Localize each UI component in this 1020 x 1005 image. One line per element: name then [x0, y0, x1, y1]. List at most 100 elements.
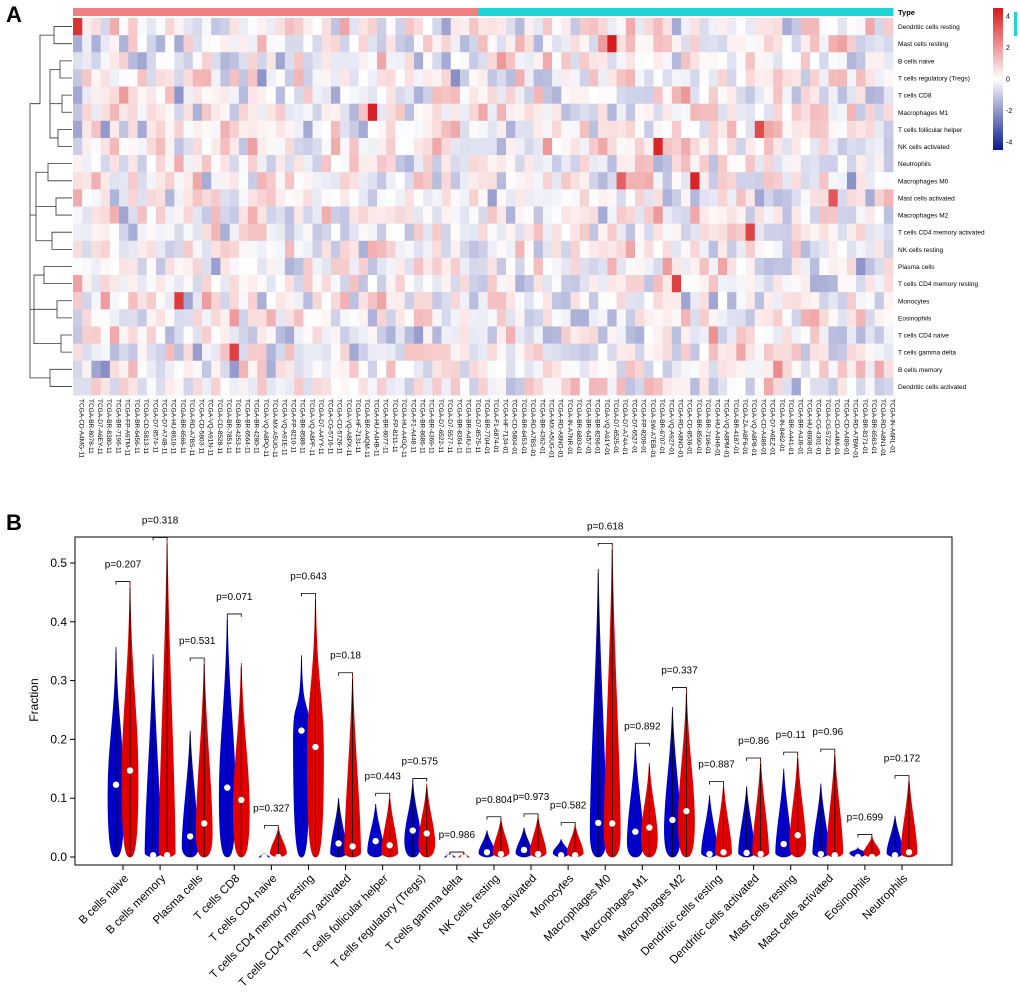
heatmap-cell [681, 86, 691, 105]
heatmap-cell [377, 223, 387, 242]
heatmap-cell [635, 206, 645, 225]
type-cell [791, 8, 802, 16]
p-value-label: p=0.531 [179, 636, 216, 647]
heatmap-cell [91, 309, 102, 327]
heatmap-cell [201, 377, 212, 396]
heatmap-cell [699, 343, 710, 362]
heatmap-cell [671, 326, 682, 344]
heatmap-cell [165, 206, 175, 225]
heatmap-column-label: TCGA-CG-5722-01 [824, 399, 831, 455]
heatmap-cell [367, 223, 378, 242]
heatmap-cell [828, 137, 839, 156]
heatmap-cell [413, 172, 424, 190]
heatmap-cell [395, 103, 406, 122]
heatmap-cell [754, 206, 765, 225]
heatmap-row-label: T cells gamma delta [898, 350, 956, 357]
heatmap-cell [846, 206, 857, 225]
median-point-group2 [163, 852, 171, 859]
heatmap-column-label: TCGA-HF-7131-11 [354, 399, 361, 454]
heatmap-cell [459, 103, 470, 122]
median-point-group1 [743, 849, 750, 857]
heatmap-cell [635, 86, 645, 105]
median-point-group2 [275, 853, 282, 861]
heatmap-cell [294, 292, 304, 310]
heatmap-cell [165, 189, 175, 207]
type-cell [312, 8, 323, 16]
heatmap-cell [238, 292, 249, 310]
heatmap-cell [146, 18, 157, 36]
heatmap-cell [165, 18, 175, 36]
heatmap-cell [174, 103, 184, 122]
heatmap-cell [736, 52, 746, 70]
type-cell [883, 8, 894, 16]
heatmap-cell [607, 275, 617, 293]
heatmap-cell [257, 86, 267, 105]
heatmap-cell [736, 137, 746, 156]
y-tick-label: 0.3 [50, 674, 67, 688]
heatmap-cell [155, 275, 166, 293]
heatmap-cell [598, 343, 608, 362]
heatmap-cell [681, 35, 691, 53]
heatmap-cell [690, 155, 700, 173]
heatmap-cell [754, 189, 765, 207]
heatmap-cell [727, 326, 737, 344]
heatmap-cell [358, 275, 369, 293]
heatmap-cell [432, 360, 442, 379]
heatmap-cell [211, 35, 221, 53]
type-cell [82, 8, 92, 16]
heatmap-cell [837, 343, 848, 362]
heatmap-cell [625, 155, 636, 173]
median-point-group1 [817, 850, 825, 858]
heatmap-column-label: TCGA-RD-A7BS-01 [529, 399, 536, 457]
heatmap-cell [478, 155, 489, 173]
heatmap-column-label: TCGA-BR-7704-01 [483, 399, 490, 455]
heatmap-cell [432, 120, 442, 139]
heatmap-cell [865, 35, 875, 53]
x-category-label: T cells CD4 naive [207, 873, 279, 945]
median-point-group1 [780, 840, 787, 848]
heatmap-cell [690, 275, 700, 293]
heatmap-cell [764, 137, 774, 156]
heatmap-cell [653, 240, 664, 259]
heatmap-cell [828, 103, 839, 122]
heatmap-cell [754, 223, 765, 242]
heatmap-row-label: Dendritic cells resting [898, 24, 960, 31]
heatmap-cell [533, 103, 544, 122]
heatmap-cell [736, 257, 746, 276]
heatmap-cell [469, 137, 479, 156]
heatmap-cell [828, 86, 839, 105]
heatmap-cell [330, 18, 341, 36]
heatmap-cell [266, 69, 277, 87]
heatmap-cell [782, 360, 793, 379]
heatmap-cell [330, 360, 341, 379]
heatmap-cell [248, 172, 258, 190]
heatmap-cell [201, 86, 212, 105]
heatmap-cell [367, 275, 378, 293]
heatmap-cell [358, 86, 369, 105]
heatmap-cell [321, 69, 332, 87]
median-point-group2 [126, 767, 134, 774]
heatmap-cell [146, 206, 157, 225]
heatmap-cell [165, 292, 175, 310]
heatmap-cell [810, 35, 820, 53]
heatmap-cell [598, 309, 608, 327]
heatmap-cell [644, 52, 654, 70]
heatmap-cell [100, 326, 111, 344]
heatmap-cell [745, 155, 756, 173]
heatmap-cell [192, 189, 203, 207]
heatmap-cell [588, 275, 599, 293]
significance-bracket [449, 851, 465, 856]
heatmap-cell [561, 292, 571, 310]
heatmap-cell [165, 326, 175, 344]
heatmap-cell [644, 326, 654, 344]
heatmap-cell [294, 52, 304, 70]
heatmap-cell [552, 69, 562, 87]
heatmap-cell [174, 377, 184, 396]
heatmap-cell [377, 18, 387, 36]
heatmap-cell [524, 155, 535, 173]
heatmap-cell [91, 292, 102, 310]
heatmap-cell [146, 292, 157, 310]
heatmap-cell [579, 257, 590, 276]
heatmap-cell [561, 189, 571, 207]
